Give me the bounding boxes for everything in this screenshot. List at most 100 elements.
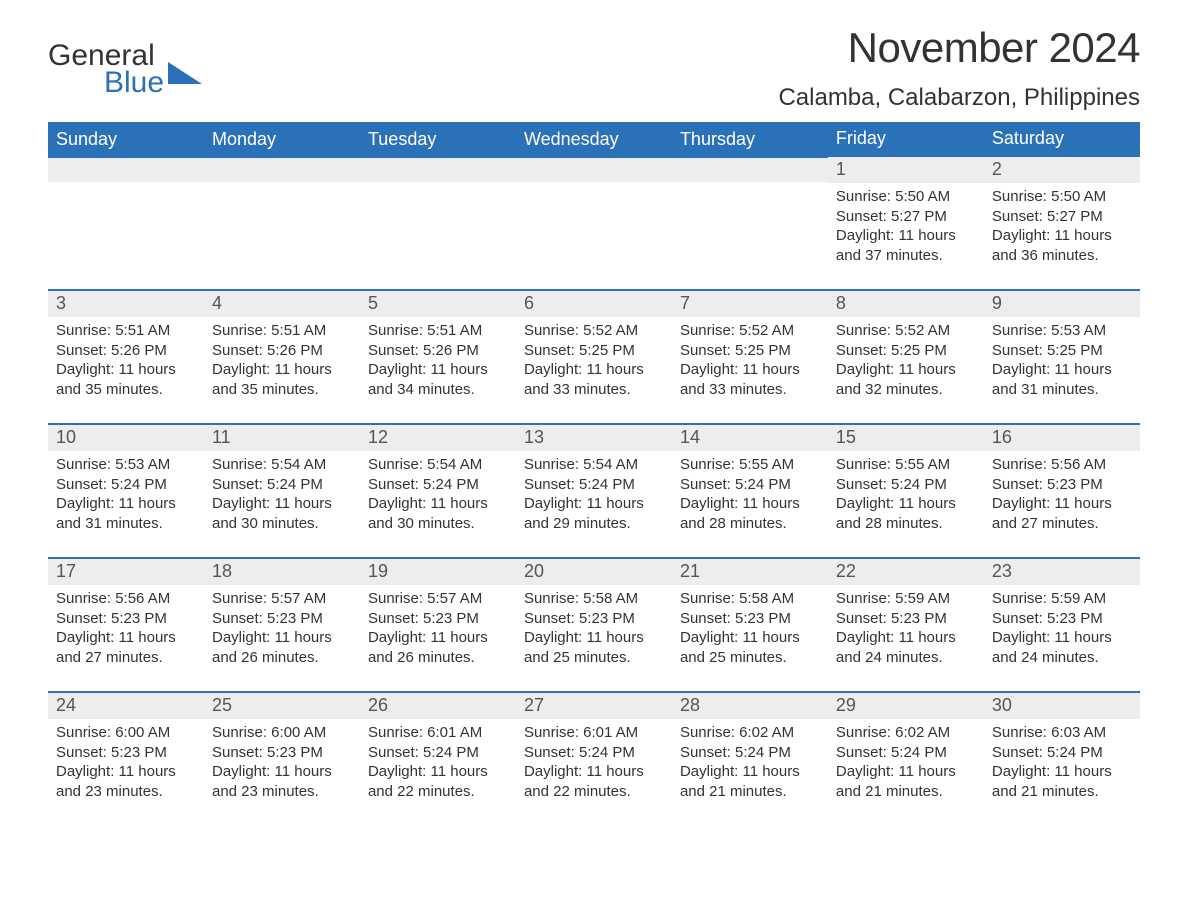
day-number: 9 xyxy=(984,291,1140,317)
day-body: Sunrise: 5:52 AMSunset: 5:25 PMDaylight:… xyxy=(672,317,828,405)
day-sunrise: Sunrise: 5:51 AM xyxy=(368,321,508,341)
day-sunrise: Sunrise: 5:56 AM xyxy=(992,455,1132,475)
day-sunrise: Sunrise: 5:55 AM xyxy=(836,455,976,475)
day-body: Sunrise: 5:55 AMSunset: 5:24 PMDaylight:… xyxy=(828,451,984,539)
day-sunrise: Sunrise: 5:51 AM xyxy=(56,321,196,341)
day-sunset: Sunset: 5:25 PM xyxy=(836,341,976,361)
day-sunset: Sunset: 5:24 PM xyxy=(56,475,196,495)
calendar-day-cell: 20Sunrise: 5:58 AMSunset: 5:23 PMDayligh… xyxy=(516,558,672,692)
day-number: 22 xyxy=(828,559,984,585)
day-sunset: Sunset: 5:24 PM xyxy=(680,475,820,495)
calendar-day-cell: 7Sunrise: 5:52 AMSunset: 5:25 PMDaylight… xyxy=(672,290,828,424)
day-number: 23 xyxy=(984,559,1140,585)
day-number: 1 xyxy=(828,157,984,183)
logo-triangle-icon xyxy=(166,56,202,84)
day-daylight: Daylight: 11 hours and 30 minutes. xyxy=(212,494,352,533)
calendar-day-cell: 30Sunrise: 6:03 AMSunset: 5:24 PMDayligh… xyxy=(984,692,1140,826)
calendar-week-row: 1Sunrise: 5:50 AMSunset: 5:27 PMDaylight… xyxy=(48,156,1140,290)
day-number: 13 xyxy=(516,425,672,451)
day-number: 3 xyxy=(48,291,204,317)
location-subtitle: Calamba, Calabarzon, Philippines xyxy=(778,84,1140,112)
day-sunrise: Sunrise: 5:52 AM xyxy=(680,321,820,341)
day-sunset: Sunset: 5:23 PM xyxy=(56,743,196,763)
day-body: Sunrise: 5:53 AMSunset: 5:24 PMDaylight:… xyxy=(48,451,204,539)
day-sunset: Sunset: 5:25 PM xyxy=(680,341,820,361)
calendar-day-cell: 17Sunrise: 5:56 AMSunset: 5:23 PMDayligh… xyxy=(48,558,204,692)
day-number: 30 xyxy=(984,693,1140,719)
calendar-day-cell: 27Sunrise: 6:01 AMSunset: 5:24 PMDayligh… xyxy=(516,692,672,826)
calendar-week-row: 17Sunrise: 5:56 AMSunset: 5:23 PMDayligh… xyxy=(48,558,1140,692)
day-sunset: Sunset: 5:23 PM xyxy=(56,609,196,629)
calendar-day-cell: 15Sunrise: 5:55 AMSunset: 5:24 PMDayligh… xyxy=(828,424,984,558)
day-sunset: Sunset: 5:23 PM xyxy=(212,609,352,629)
day-body: Sunrise: 5:51 AMSunset: 5:26 PMDaylight:… xyxy=(48,317,204,405)
day-sunset: Sunset: 5:24 PM xyxy=(992,743,1132,763)
day-daylight: Daylight: 11 hours and 34 minutes. xyxy=(368,360,508,399)
day-sunrise: Sunrise: 6:01 AM xyxy=(368,723,508,743)
calendar-empty-cell xyxy=(360,156,516,290)
day-sunrise: Sunrise: 5:58 AM xyxy=(680,589,820,609)
day-daylight: Daylight: 11 hours and 35 minutes. xyxy=(212,360,352,399)
day-body: Sunrise: 5:54 AMSunset: 5:24 PMDaylight:… xyxy=(516,451,672,539)
day-daylight: Daylight: 11 hours and 33 minutes. xyxy=(680,360,820,399)
calendar-day-cell: 21Sunrise: 5:58 AMSunset: 5:23 PMDayligh… xyxy=(672,558,828,692)
day-number: 20 xyxy=(516,559,672,585)
calendar-day-cell: 5Sunrise: 5:51 AMSunset: 5:26 PMDaylight… xyxy=(360,290,516,424)
day-number: 25 xyxy=(204,693,360,719)
day-daylight: Daylight: 11 hours and 26 minutes. xyxy=(368,628,508,667)
page-header: General Blue November 2024 Calamba, Cala… xyxy=(48,24,1140,112)
day-daylight: Daylight: 11 hours and 31 minutes. xyxy=(56,494,196,533)
day-sunrise: Sunrise: 5:54 AM xyxy=(524,455,664,475)
day-sunrise: Sunrise: 5:54 AM xyxy=(212,455,352,475)
day-body: Sunrise: 5:52 AMSunset: 5:25 PMDaylight:… xyxy=(828,317,984,405)
day-sunrise: Sunrise: 6:01 AM xyxy=(524,723,664,743)
day-sunset: Sunset: 5:23 PM xyxy=(212,743,352,763)
day-daylight: Daylight: 11 hours and 28 minutes. xyxy=(836,494,976,533)
day-number: 17 xyxy=(48,559,204,585)
day-body: Sunrise: 6:01 AMSunset: 5:24 PMDaylight:… xyxy=(516,719,672,807)
day-sunrise: Sunrise: 5:55 AM xyxy=(680,455,820,475)
day-sunrise: Sunrise: 5:50 AM xyxy=(836,187,976,207)
day-sunrise: Sunrise: 5:58 AM xyxy=(524,589,664,609)
day-daylight: Daylight: 11 hours and 37 minutes. xyxy=(836,226,976,265)
calendar-empty-cell xyxy=(672,156,828,290)
day-daylight: Daylight: 11 hours and 36 minutes. xyxy=(992,226,1132,265)
empty-stripe xyxy=(516,156,672,182)
calendar-table: SundayMondayTuesdayWednesdayThursdayFrid… xyxy=(48,122,1140,826)
day-daylight: Daylight: 11 hours and 35 minutes. xyxy=(56,360,196,399)
day-daylight: Daylight: 11 hours and 29 minutes. xyxy=(524,494,664,533)
calendar-header-row: SundayMondayTuesdayWednesdayThursdayFrid… xyxy=(48,122,1140,156)
day-daylight: Daylight: 11 hours and 24 minutes. xyxy=(836,628,976,667)
calendar-day-cell: 16Sunrise: 5:56 AMSunset: 5:23 PMDayligh… xyxy=(984,424,1140,558)
day-number: 8 xyxy=(828,291,984,317)
calendar-day-cell: 23Sunrise: 5:59 AMSunset: 5:23 PMDayligh… xyxy=(984,558,1140,692)
logo: General Blue xyxy=(48,24,202,97)
calendar-day-cell: 26Sunrise: 6:01 AMSunset: 5:24 PMDayligh… xyxy=(360,692,516,826)
day-body: Sunrise: 5:56 AMSunset: 5:23 PMDaylight:… xyxy=(984,451,1140,539)
day-sunset: Sunset: 5:25 PM xyxy=(524,341,664,361)
day-sunrise: Sunrise: 5:56 AM xyxy=(56,589,196,609)
day-sunrise: Sunrise: 5:59 AM xyxy=(836,589,976,609)
weekday-header: Tuesday xyxy=(360,122,516,156)
weekday-header: Monday xyxy=(204,122,360,156)
day-daylight: Daylight: 11 hours and 21 minutes. xyxy=(992,762,1132,801)
day-sunset: Sunset: 5:23 PM xyxy=(680,609,820,629)
day-number: 12 xyxy=(360,425,516,451)
day-sunrise: Sunrise: 5:52 AM xyxy=(836,321,976,341)
day-body: Sunrise: 5:58 AMSunset: 5:23 PMDaylight:… xyxy=(516,585,672,673)
weekday-header: Sunday xyxy=(48,122,204,156)
day-daylight: Daylight: 11 hours and 31 minutes. xyxy=(992,360,1132,399)
day-sunrise: Sunrise: 5:59 AM xyxy=(992,589,1132,609)
day-sunset: Sunset: 5:23 PM xyxy=(524,609,664,629)
empty-stripe xyxy=(360,156,516,182)
calendar-day-cell: 3Sunrise: 5:51 AMSunset: 5:26 PMDaylight… xyxy=(48,290,204,424)
day-daylight: Daylight: 11 hours and 22 minutes. xyxy=(368,762,508,801)
day-body: Sunrise: 5:57 AMSunset: 5:23 PMDaylight:… xyxy=(360,585,516,673)
day-daylight: Daylight: 11 hours and 28 minutes. xyxy=(680,494,820,533)
calendar-day-cell: 12Sunrise: 5:54 AMSunset: 5:24 PMDayligh… xyxy=(360,424,516,558)
calendar-day-cell: 14Sunrise: 5:55 AMSunset: 5:24 PMDayligh… xyxy=(672,424,828,558)
day-number: 5 xyxy=(360,291,516,317)
day-sunset: Sunset: 5:27 PM xyxy=(836,207,976,227)
day-body: Sunrise: 5:50 AMSunset: 5:27 PMDaylight:… xyxy=(984,183,1140,271)
day-body: Sunrise: 5:58 AMSunset: 5:23 PMDaylight:… xyxy=(672,585,828,673)
